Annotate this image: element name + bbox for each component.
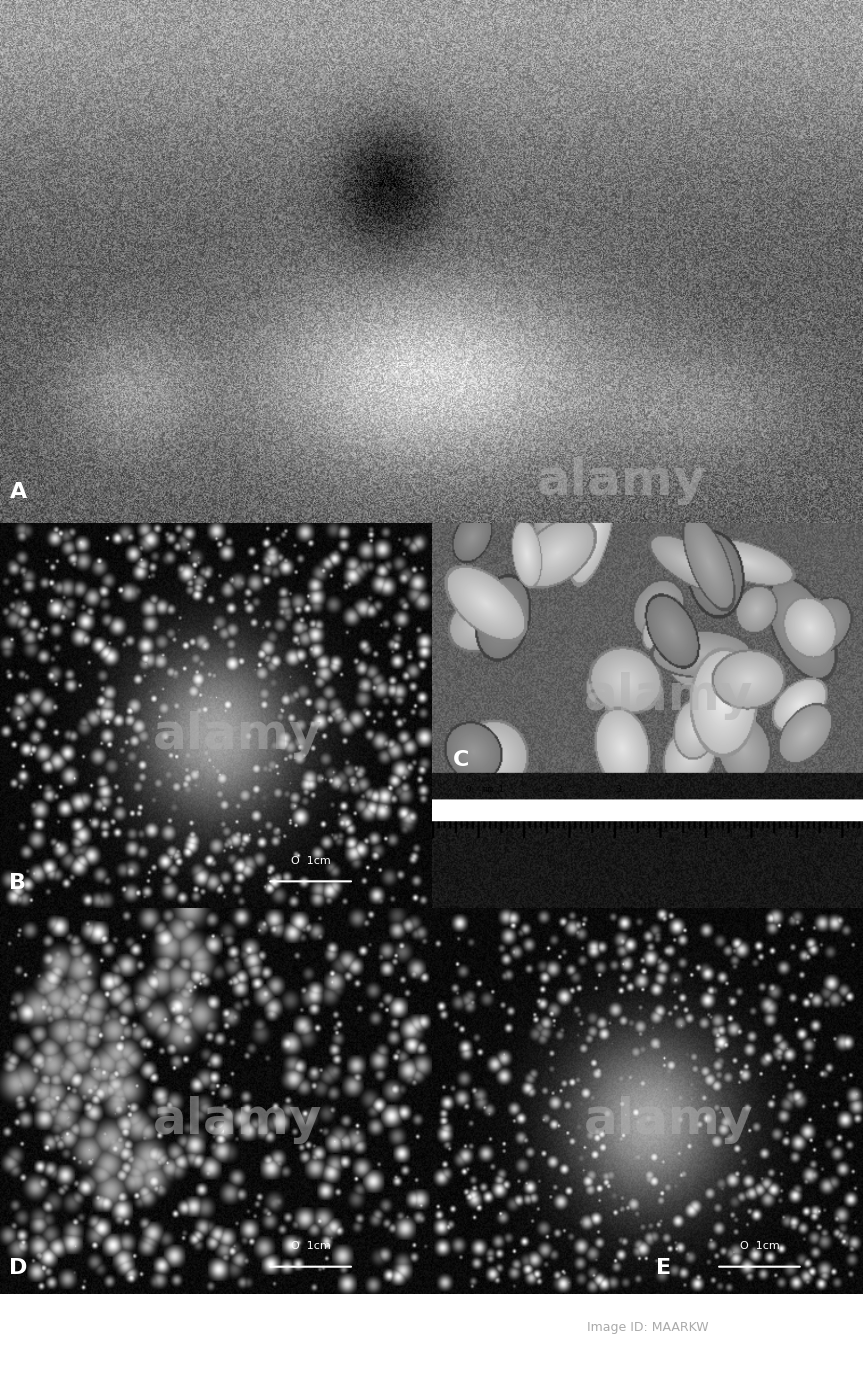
Text: alamy: alamy (537, 457, 706, 505)
Text: O  1cm: O 1cm (740, 1241, 779, 1251)
Text: alamy: alamy (26, 1323, 157, 1361)
Text: O  1cm: O 1cm (291, 856, 331, 866)
Text: C: C (453, 749, 469, 770)
Text: A: A (10, 482, 28, 502)
Text: alamy: alamy (584, 1097, 753, 1144)
Text: alamy: alamy (153, 1097, 322, 1144)
Text: www.alamy.com: www.alamy.com (587, 1357, 713, 1371)
Text: Image ID: MAARKW: Image ID: MAARKW (587, 1320, 709, 1334)
Text: E: E (656, 1258, 671, 1279)
Text: O  mm 1          2          3: O mm 1 2 3 (466, 785, 622, 794)
Text: O  1cm: O 1cm (291, 1241, 331, 1251)
Text: D: D (9, 1258, 27, 1279)
Text: B: B (9, 873, 26, 892)
Text: alamy: alamy (153, 710, 322, 759)
Text: alamy: alamy (584, 673, 753, 720)
